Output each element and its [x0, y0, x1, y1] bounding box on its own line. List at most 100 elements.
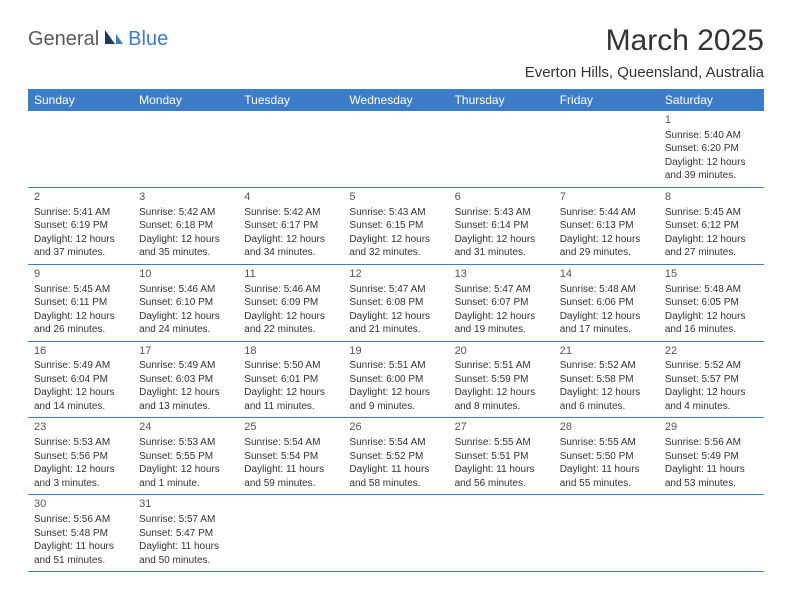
- daylight-text: Daylight: 11 hours and 58 minutes.: [349, 463, 442, 490]
- day-cell: 27Sunrise: 5:55 AMSunset: 5:51 PMDayligh…: [449, 418, 554, 495]
- day-cell: 31Sunrise: 5:57 AMSunset: 5:47 PMDayligh…: [133, 495, 238, 572]
- day-cell: 23Sunrise: 5:53 AMSunset: 5:56 PMDayligh…: [28, 418, 133, 495]
- week-row: 16Sunrise: 5:49 AMSunset: 6:04 PMDayligh…: [28, 341, 764, 418]
- day-cell: 8Sunrise: 5:45 AMSunset: 6:12 PMDaylight…: [659, 187, 764, 264]
- sunset-text: Sunset: 6:13 PM: [560, 219, 653, 233]
- sunset-text: Sunset: 6:14 PM: [455, 219, 548, 233]
- day-cell: 7Sunrise: 5:44 AMSunset: 6:13 PMDaylight…: [554, 187, 659, 264]
- day-cell: [449, 495, 554, 572]
- day-number: 5: [349, 190, 442, 205]
- sunrise-text: Sunrise: 5:47 AM: [349, 283, 442, 297]
- day-cell: [449, 111, 554, 187]
- day-number: 12: [349, 267, 442, 282]
- sunset-text: Sunset: 6:08 PM: [349, 296, 442, 310]
- logo-text-general: General: [28, 28, 99, 51]
- sunrise-text: Sunrise: 5:52 AM: [560, 359, 653, 373]
- logo: General Blue: [28, 28, 168, 51]
- sunset-text: Sunset: 6:17 PM: [244, 219, 337, 233]
- daylight-text: Daylight: 12 hours and 31 minutes.: [455, 233, 548, 260]
- day-cell: [133, 111, 238, 187]
- day-number: 13: [455, 267, 548, 282]
- sunrise-text: Sunrise: 5:46 AM: [139, 283, 232, 297]
- day-number: 29: [665, 420, 758, 435]
- sunrise-text: Sunrise: 5:51 AM: [349, 359, 442, 373]
- sunrise-text: Sunrise: 5:45 AM: [34, 283, 127, 297]
- sunrise-text: Sunrise: 5:44 AM: [560, 206, 653, 220]
- sunset-text: Sunset: 6:20 PM: [665, 142, 758, 156]
- day-cell: 22Sunrise: 5:52 AMSunset: 5:57 PMDayligh…: [659, 341, 764, 418]
- day-number: 1: [665, 113, 758, 128]
- day-cell: 2Sunrise: 5:41 AMSunset: 6:19 PMDaylight…: [28, 187, 133, 264]
- calendar-body: 1Sunrise: 5:40 AMSunset: 6:20 PMDaylight…: [28, 111, 764, 572]
- sunset-text: Sunset: 5:59 PM: [455, 373, 548, 387]
- page: General Blue March 2025 Everton Hills, Q…: [0, 0, 792, 596]
- daylight-text: Daylight: 12 hours and 29 minutes.: [560, 233, 653, 260]
- day-number: 11: [244, 267, 337, 282]
- day-cell: 29Sunrise: 5:56 AMSunset: 5:49 PMDayligh…: [659, 418, 764, 495]
- day-header: Wednesday: [343, 89, 448, 111]
- sunrise-text: Sunrise: 5:43 AM: [349, 206, 442, 220]
- sunrise-text: Sunrise: 5:53 AM: [34, 436, 127, 450]
- daylight-text: Daylight: 12 hours and 1 minute.: [139, 463, 232, 490]
- daylight-text: Daylight: 12 hours and 13 minutes.: [139, 386, 232, 413]
- day-cell: [343, 495, 448, 572]
- daylight-text: Daylight: 12 hours and 17 minutes.: [560, 310, 653, 337]
- daylight-text: Daylight: 12 hours and 11 minutes.: [244, 386, 337, 413]
- sunrise-text: Sunrise: 5:56 AM: [34, 513, 127, 527]
- sunrise-text: Sunrise: 5:43 AM: [455, 206, 548, 220]
- sunset-text: Sunset: 6:07 PM: [455, 296, 548, 310]
- day-cell: 6Sunrise: 5:43 AMSunset: 6:14 PMDaylight…: [449, 187, 554, 264]
- daylight-text: Daylight: 11 hours and 51 minutes.: [34, 540, 127, 567]
- sunrise-text: Sunrise: 5:55 AM: [560, 436, 653, 450]
- sunset-text: Sunset: 6:09 PM: [244, 296, 337, 310]
- week-row: 1Sunrise: 5:40 AMSunset: 6:20 PMDaylight…: [28, 111, 764, 187]
- day-number: 18: [244, 344, 337, 359]
- day-cell: 11Sunrise: 5:46 AMSunset: 6:09 PMDayligh…: [238, 264, 343, 341]
- day-cell: 12Sunrise: 5:47 AMSunset: 6:08 PMDayligh…: [343, 264, 448, 341]
- week-row: 30Sunrise: 5:56 AMSunset: 5:48 PMDayligh…: [28, 495, 764, 572]
- day-cell: 9Sunrise: 5:45 AMSunset: 6:11 PMDaylight…: [28, 264, 133, 341]
- day-header-row: Sunday Monday Tuesday Wednesday Thursday…: [28, 89, 764, 111]
- day-number: 28: [560, 420, 653, 435]
- day-cell: 5Sunrise: 5:43 AMSunset: 6:15 PMDaylight…: [343, 187, 448, 264]
- day-number: 9: [34, 267, 127, 282]
- day-cell: 4Sunrise: 5:42 AMSunset: 6:17 PMDaylight…: [238, 187, 343, 264]
- sunrise-text: Sunrise: 5:52 AM: [665, 359, 758, 373]
- daylight-text: Daylight: 11 hours and 55 minutes.: [560, 463, 653, 490]
- daylight-text: Daylight: 12 hours and 26 minutes.: [34, 310, 127, 337]
- sunset-text: Sunset: 5:52 PM: [349, 450, 442, 464]
- day-cell: 16Sunrise: 5:49 AMSunset: 6:04 PMDayligh…: [28, 341, 133, 418]
- day-cell: 1Sunrise: 5:40 AMSunset: 6:20 PMDaylight…: [659, 111, 764, 187]
- daylight-text: Daylight: 12 hours and 9 minutes.: [349, 386, 442, 413]
- day-cell: [28, 111, 133, 187]
- sunset-text: Sunset: 5:58 PM: [560, 373, 653, 387]
- day-number: 8: [665, 190, 758, 205]
- day-number: 27: [455, 420, 548, 435]
- sunset-text: Sunset: 5:55 PM: [139, 450, 232, 464]
- sunset-text: Sunset: 5:54 PM: [244, 450, 337, 464]
- sunrise-text: Sunrise: 5:53 AM: [139, 436, 232, 450]
- daylight-text: Daylight: 12 hours and 39 minutes.: [665, 156, 758, 183]
- header: General Blue March 2025 Everton Hills, Q…: [28, 24, 764, 81]
- sunrise-text: Sunrise: 5:40 AM: [665, 129, 758, 143]
- day-header: Thursday: [449, 89, 554, 111]
- day-cell: 10Sunrise: 5:46 AMSunset: 6:10 PMDayligh…: [133, 264, 238, 341]
- day-number: 24: [139, 420, 232, 435]
- sunrise-text: Sunrise: 5:48 AM: [665, 283, 758, 297]
- day-cell: 19Sunrise: 5:51 AMSunset: 6:00 PMDayligh…: [343, 341, 448, 418]
- day-cell: 20Sunrise: 5:51 AMSunset: 5:59 PMDayligh…: [449, 341, 554, 418]
- day-cell: 18Sunrise: 5:50 AMSunset: 6:01 PMDayligh…: [238, 341, 343, 418]
- sunset-text: Sunset: 6:03 PM: [139, 373, 232, 387]
- day-number: 17: [139, 344, 232, 359]
- sunrise-text: Sunrise: 5:54 AM: [349, 436, 442, 450]
- day-header: Friday: [554, 89, 659, 111]
- sunset-text: Sunset: 5:49 PM: [665, 450, 758, 464]
- day-cell: [238, 495, 343, 572]
- day-cell: 14Sunrise: 5:48 AMSunset: 6:06 PMDayligh…: [554, 264, 659, 341]
- day-cell: 26Sunrise: 5:54 AMSunset: 5:52 PMDayligh…: [343, 418, 448, 495]
- day-number: 14: [560, 267, 653, 282]
- daylight-text: Daylight: 12 hours and 3 minutes.: [34, 463, 127, 490]
- day-cell: [343, 111, 448, 187]
- daylight-text: Daylight: 12 hours and 8 minutes.: [455, 386, 548, 413]
- week-row: 2Sunrise: 5:41 AMSunset: 6:19 PMDaylight…: [28, 187, 764, 264]
